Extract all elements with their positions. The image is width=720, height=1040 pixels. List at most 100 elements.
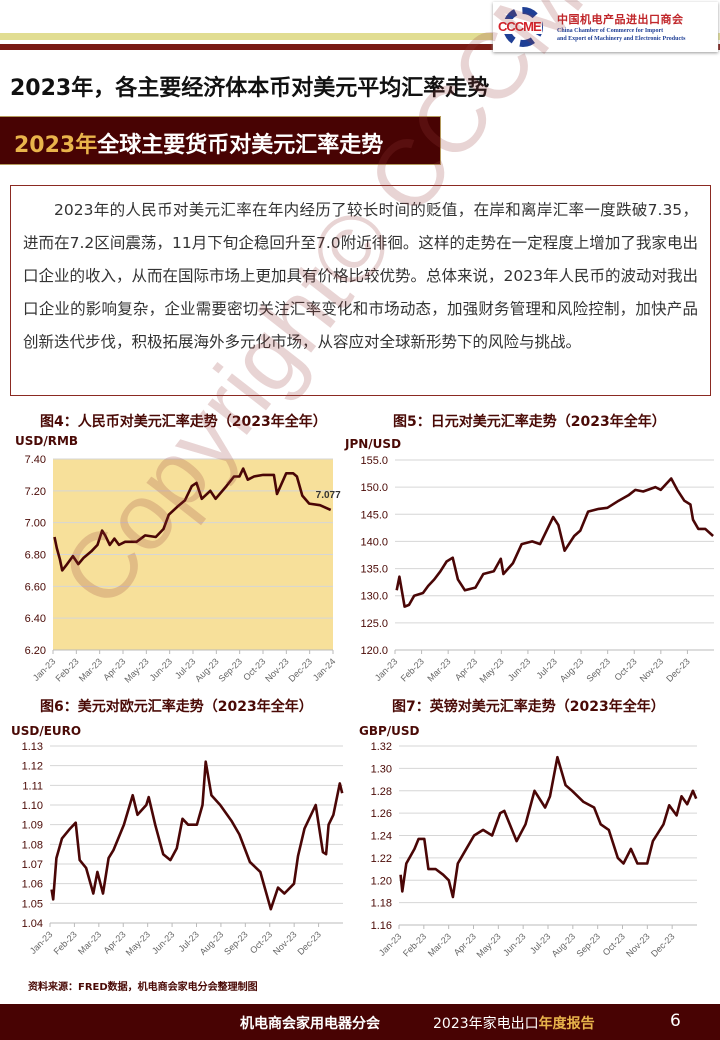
data-label-last: 7.077 (316, 490, 341, 501)
x-tick-label: May-23 (124, 929, 152, 957)
header-band-light (0, 33, 720, 40)
x-tick-label: Jul-23 (535, 656, 559, 680)
x-tick-label: Nov-23 (624, 931, 652, 959)
x-tick-label: Sep-23 (222, 929, 250, 957)
y-tick-label: 1.28 (371, 786, 392, 798)
x-tick-label: Sep-23 (216, 656, 244, 684)
y-tick-label: 120.0 (360, 645, 388, 657)
logo-cn: 中国机电产品进出口商会 (557, 13, 684, 26)
x-tick-label: Aug-23 (198, 929, 226, 957)
x-tick-label: Jun-23 (148, 656, 175, 683)
x-tick-label: Feb-23 (401, 931, 428, 958)
series-line (50, 760, 344, 911)
y-tick-label: 155.0 (360, 455, 388, 467)
x-tick-label: Feb-23 (399, 656, 426, 683)
y-tick-label: 1.07 (22, 859, 43, 871)
x-tick-label: Oct-23 (612, 656, 638, 682)
x-tick-label: Dec-23 (649, 931, 677, 959)
x-tick-label: Sep-23 (574, 931, 602, 959)
x-tick-label: Oct-23 (601, 931, 627, 957)
y-tick-label: 1.04 (22, 918, 43, 930)
x-tick-label: Jun-23 (501, 931, 528, 958)
chart-gbp: 1.16 1.18 1.20 1.22 1.24 1.26 1.28 1.30 1.32 Jan-… (371, 741, 698, 960)
y-tick-label: 1.20 (371, 875, 392, 887)
x-tick-label: Nov-23 (638, 656, 666, 684)
chart-jpy: 120.0 125.0 130.0 135.0 140.0 145.0 150.0 155.0… (360, 455, 714, 685)
section-banner: 2023年全球主要货币对美元汇率走势 (0, 116, 441, 165)
x-tick-label: Aug-23 (550, 931, 578, 959)
x-tick-label: Feb-23 (52, 929, 79, 956)
x-tick-label: Mar-23 (426, 931, 453, 958)
x-tick-label: Apr-23 (453, 656, 479, 682)
x-tick-label: May-23 (122, 656, 150, 684)
x-tick-label: May-23 (477, 656, 505, 684)
footer: 机电商会家用电器分会 2023年家电出口年度报告 6 (0, 1004, 720, 1040)
x-tick-label: Jan-23 (31, 656, 58, 683)
summary-text: 2023年的人民币对美元汇率在年内经历了较长时间的贬值，在岸和离岸汇率一度跌破7… (23, 201, 698, 351)
cccme-logo: CCCME 中国机电产品进出口商会 China Chamber of Comme… (493, 2, 718, 52)
x-tick-label: Oct-23 (241, 656, 267, 682)
logo-en-2: and Export of Machinery and Electronic P… (557, 36, 686, 42)
chart-title-rmb: 图4：人民币对美元汇率走势（2023年全年） (40, 414, 327, 430)
y-tick-label: 6.80 (25, 550, 46, 562)
page-title: 2023年，各主要经济体本币对美元平均汇率走势 (10, 76, 490, 101)
footer-report: 2023年家电出口年度报告 (433, 1016, 595, 1032)
x-tick-label: Apr-23 (452, 931, 478, 957)
y-tick-label: 1.09 (22, 820, 43, 832)
footer-org: 机电商会家用电器分会 (240, 1016, 380, 1032)
x-tick-label: Jan-23 (28, 929, 55, 956)
x-tick-label: Jun-23 (150, 929, 177, 956)
y-tick-label: 7.20 (25, 486, 46, 498)
y-tick-label: 6.40 (25, 613, 46, 625)
chart-rmb: 6.20 6.40 6.60 6.80 7.00 7.20 7.40 Jan-23Feb-23… (25, 454, 342, 685)
x-tick-label: Sep-23 (584, 656, 612, 684)
logo-en-1: China Chamber of Commerce for Import (557, 28, 664, 34)
header-band-dark (0, 44, 720, 50)
y-tick-label: 140.0 (360, 536, 388, 548)
x-tick-label: Aug-23 (558, 656, 586, 684)
y-tick-label: 7.00 (25, 518, 46, 530)
y-label-eur: USD/EURO (11, 724, 82, 738)
y-tick-label: 7.40 (25, 454, 46, 466)
banner-title: 全球主要货币对美元汇率走势 (97, 133, 384, 158)
x-tick-label: Aug-23 (193, 656, 221, 684)
y-tick-label: 1.08 (22, 839, 43, 851)
y-tick-label: 130.0 (360, 591, 388, 603)
x-tick-label: Mar-23 (425, 656, 452, 683)
y-label-jpy: JPN/USD (345, 437, 402, 451)
y-tick-label: 150.0 (360, 482, 388, 494)
x-tick-label: Jan-23 (377, 931, 404, 958)
banner-year: 2023年 (14, 133, 98, 158)
y-tick-label: 1.22 (371, 853, 392, 865)
logo-gear-icon: CCCME (497, 5, 553, 49)
x-tick-label: May-23 (474, 931, 502, 959)
y-tick-label: 1.18 (371, 898, 392, 910)
y-tick-label: 1.06 (22, 879, 43, 891)
y-tick-label: 1.05 (22, 898, 43, 910)
y-tick-label: 145.0 (360, 509, 388, 521)
chart-eur: 1.04 1.05 1.06 1.07 1.08 1.09 1.10 1.11 1.12 1.13… (22, 741, 344, 958)
y-tick-label: 1.16 (371, 920, 392, 932)
x-tick-label: Feb-23 (54, 656, 81, 683)
x-tick-label: Dec-23 (664, 656, 692, 684)
x-tick-label: Dec-23 (295, 929, 323, 957)
y-tick-label: 1.12 (22, 761, 43, 773)
series-line (395, 477, 714, 608)
x-tick-label: Nov-23 (263, 656, 291, 684)
y-tick-label: 125.0 (360, 618, 388, 630)
x-tick-label: Dec-23 (286, 656, 314, 684)
chart-title-gbp: 图7：英镑对美元汇率走势（2023年全年） (392, 699, 665, 715)
y-label-gbp: GBP/USD (359, 724, 420, 738)
source-note: 资料来源：FRED数据，机电商会家电分会整理制图 (28, 982, 258, 993)
chart-title-eur: 图6：美元对欧元汇率走势（2023年全年） (40, 699, 313, 715)
y-tick-label: 1.32 (371, 741, 392, 753)
series-line (399, 755, 698, 899)
x-tick-label: Jun-23 (506, 656, 533, 683)
x-tick-label: Oct-23 (248, 929, 274, 955)
x-tick-label: Mar-23 (76, 929, 103, 956)
page-number: 6 (670, 1011, 681, 1031)
x-tick-label: Jan-24 (311, 656, 338, 683)
y-tick-label: 135.0 (360, 564, 388, 576)
chart-title-jpy: 图5：日元对美元汇率走势（2023年全年） (393, 414, 666, 430)
y-tick-label: 6.20 (25, 645, 46, 657)
